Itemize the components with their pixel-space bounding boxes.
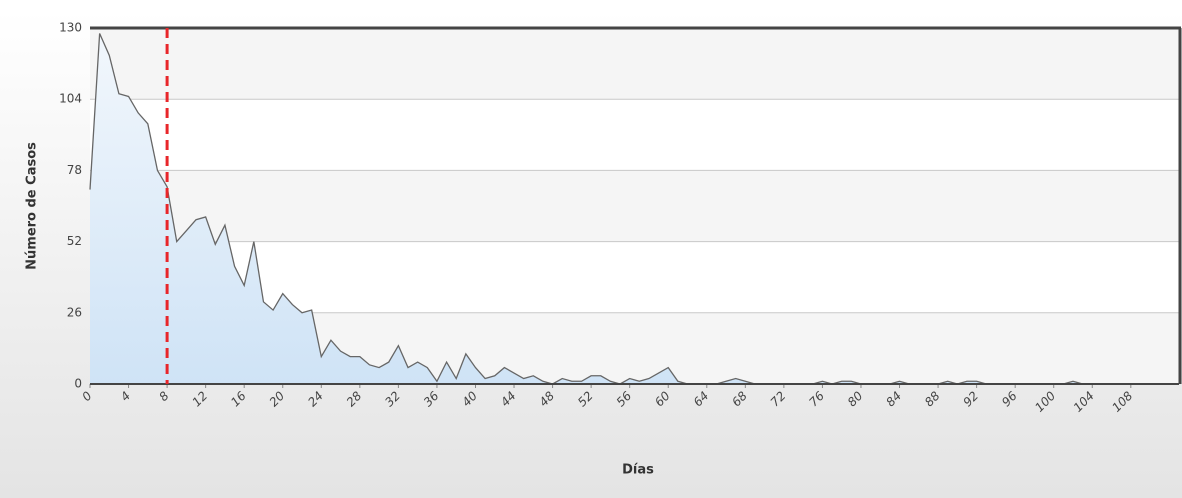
area [90,33,1179,384]
y-axis-title: Número de Casos [25,142,40,270]
y-tick-label: 130 [59,21,82,35]
grid-band [90,170,1179,242]
grid-band [90,28,1179,100]
x-axis-title: Días [622,463,654,478]
y-tick-label: 104 [59,92,82,106]
y-tick-label: 0 [74,377,82,391]
y-tick-label: 78 [67,163,82,177]
y-tick-label: 52 [67,234,82,248]
y-tick-label: 26 [67,305,82,319]
